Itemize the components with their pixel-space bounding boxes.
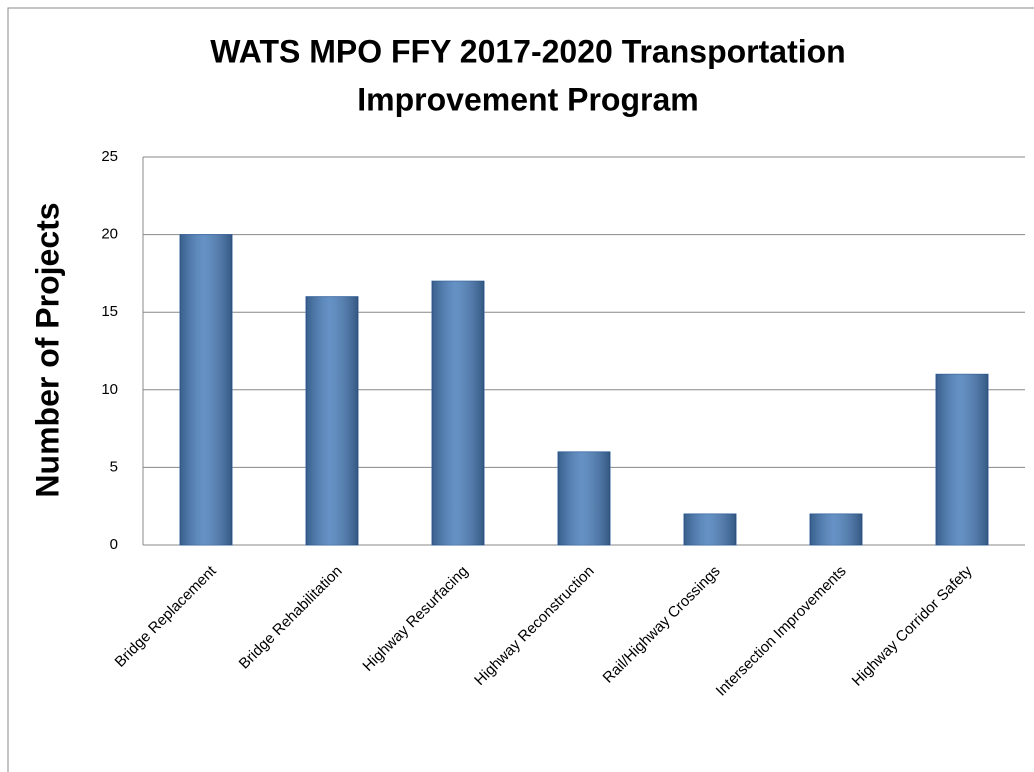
bar [557, 451, 611, 546]
bar [179, 234, 233, 546]
y-tick-label: 5 [110, 458, 118, 475]
chart-frame [7, 7, 1034, 772]
y-tick-label: 20 [101, 226, 118, 243]
bar [431, 280, 485, 546]
y-axis-label: Number of Projects [29, 202, 65, 497]
x-tick-label: Intersection Improvements [713, 563, 850, 700]
chart-title: WATS MPO FFY 2017-2020 Transportation [210, 33, 845, 69]
y-tick-label: 10 [101, 381, 118, 398]
bar [683, 513, 737, 546]
y-tick-label: 15 [101, 303, 118, 320]
chart-title: Improvement Program [357, 81, 698, 117]
y-tick-label: 0 [110, 536, 118, 553]
bar [305, 296, 359, 546]
x-tick-label: Highway Reconstruction [471, 563, 597, 689]
x-tick-label: Bridge Replacement [112, 562, 221, 671]
bar [809, 513, 863, 546]
x-tick-label: Rail/Highway Crossings [600, 563, 724, 687]
bar [935, 373, 989, 546]
x-tick-label: Highway Corridor Safety [849, 562, 976, 689]
x-tick-label: Bridge Rehabilitation [236, 563, 346, 673]
x-tick-label: Highway Resurfacing [359, 563, 471, 675]
y-tick-label: 25 [101, 148, 118, 165]
